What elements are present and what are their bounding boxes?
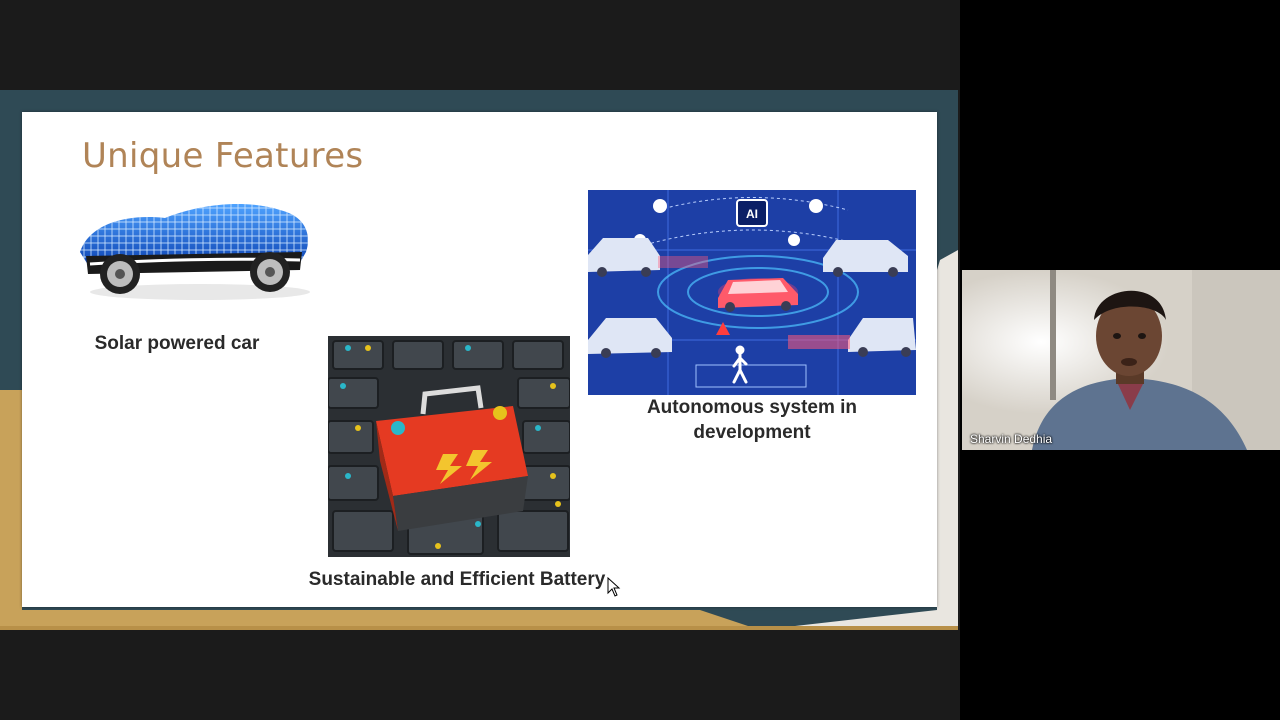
ai-chip-label: AI <box>746 207 758 221</box>
presentation-slide: Unique Features <box>22 112 937 607</box>
slide-background-decoration <box>0 250 958 630</box>
autonomous-system-image: AI <box>588 190 916 395</box>
battery-caption: Sustainable and Efficient Battery <box>308 569 606 590</box>
solar-car-caption: Solar powered car <box>94 333 260 354</box>
autonomous-caption: Autonomous system in development <box>646 397 858 443</box>
participant-video-feed <box>962 270 1280 450</box>
participant-name-label: Sharvin Dedhia <box>970 432 1053 446</box>
screen-share-area: Unique Features <box>0 0 960 720</box>
car-center <box>718 278 798 308</box>
slide-frame: Unique Features <box>0 90 958 630</box>
mouse-cursor-icon <box>607 577 621 597</box>
pedestrian <box>732 345 748 384</box>
solar-car-image <box>70 194 315 304</box>
participant-video-tile[interactable]: Sharvin Dedhia <box>962 270 1280 450</box>
slide-title: Unique Features <box>82 136 364 176</box>
battery-image <box>328 336 570 557</box>
